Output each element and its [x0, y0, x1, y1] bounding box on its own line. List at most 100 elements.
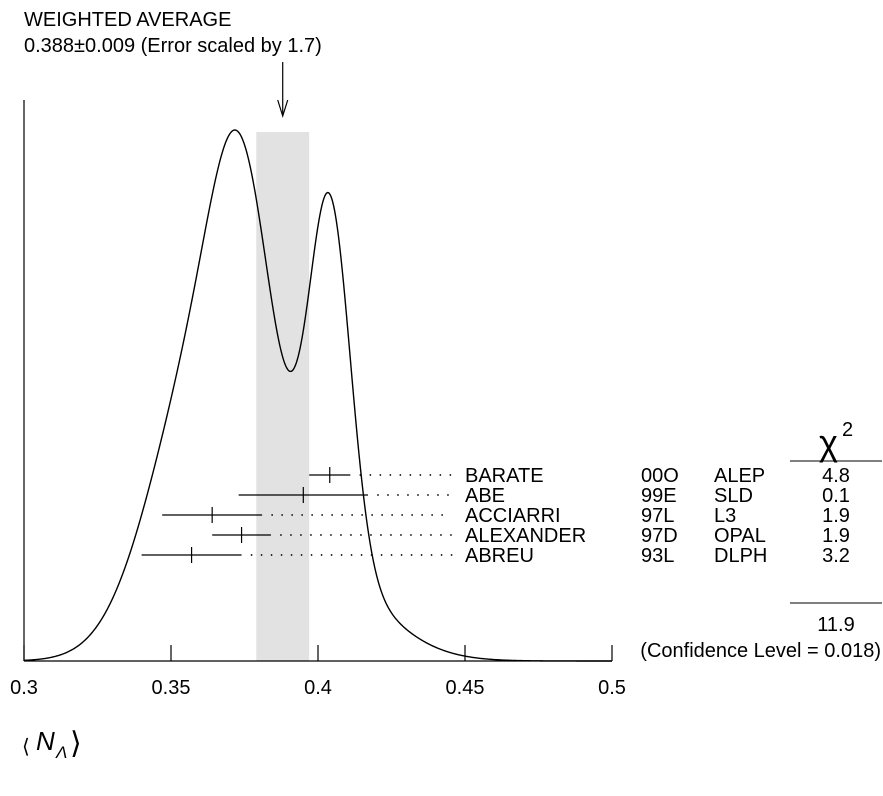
leader-dot [447, 494, 449, 496]
measurement-row: ABE 99E SLD 0.1 [238, 485, 850, 507]
leader-dot [320, 534, 322, 536]
chi2-header: χ [819, 422, 838, 463]
leader-dot [399, 474, 402, 476]
leader-dot [300, 534, 302, 536]
leader-dot [369, 474, 372, 476]
leader-dot [360, 554, 363, 556]
leader-dot [300, 554, 303, 556]
x-tick-label: 0.45 [446, 677, 485, 699]
measurement-year: 93L [641, 545, 674, 567]
measurement-year: 97L [641, 505, 674, 527]
leader-dot [387, 494, 389, 496]
leader-dot [371, 514, 374, 516]
leader-dot [390, 554, 393, 556]
leader-dot [410, 534, 412, 536]
leader-dot [361, 514, 364, 516]
x-ticks: 0.3 0.35 0.4 0.45 0.5 [10, 645, 626, 699]
x-tick-label: 0.3 [10, 677, 38, 699]
leader-dot [340, 534, 342, 536]
chi2-header-sup: 2 [842, 419, 853, 441]
measurement-chi2: 1.9 [822, 525, 850, 547]
leader-dot [301, 514, 304, 516]
leader-dot [440, 534, 442, 536]
measurement-row: ALEXANDER 97D OPAL 1.9 [212, 525, 850, 547]
leader-dot [440, 554, 443, 556]
leader-dot [411, 514, 414, 516]
leader-dot [350, 534, 352, 536]
leader-dot [370, 534, 372, 536]
measurement-year: 97D [641, 525, 678, 547]
measurement-experiment: DLPH [714, 545, 767, 567]
leader-dot [400, 534, 402, 536]
measurement-chi2: 3.2 [822, 545, 850, 567]
x-axis-label-open: ⟨ [22, 736, 30, 758]
leader-dot [441, 514, 444, 516]
measurement-author: ABE [465, 485, 505, 507]
leader-dot [389, 474, 392, 476]
leader-dot [250, 554, 253, 556]
measurement-author: BARATE [465, 465, 544, 487]
leader-dot [330, 554, 333, 556]
leader-dot [281, 514, 284, 516]
measurement-chi2: 1.9 [822, 505, 850, 527]
leader-dot [311, 514, 314, 516]
leader-dot [449, 474, 452, 476]
leader-dot [437, 494, 439, 496]
leader-dot [260, 554, 263, 556]
measurement-author: ACCIARRI [465, 505, 561, 527]
measurement-experiment: L3 [714, 505, 736, 527]
leader-dot [381, 514, 384, 516]
measurement-row: ACCIARRI 97L L3 1.9 [162, 505, 850, 527]
x-tick-label: 0.35 [152, 677, 191, 699]
leader-dot [431, 514, 434, 516]
leader-dot [360, 534, 362, 536]
leader-dot [280, 554, 283, 556]
x-tick-label: 0.5 [598, 677, 626, 699]
leader-dot [397, 494, 399, 496]
measurements: BARATE 00O ALEP 4.8 ABE 99E SLD 0.1 ACCIARRI 97L L… [141, 465, 850, 567]
leader-dot [417, 494, 419, 496]
measurement-year: 00O [641, 465, 679, 487]
chi2-total: 11.9 [817, 614, 854, 636]
ideogram-curve [23, 129, 612, 662]
leader-dot [430, 534, 432, 536]
leader-dot [320, 554, 323, 556]
measurement-experiment: OPAL [714, 525, 766, 547]
weighted-average-arrow-icon [277, 62, 289, 119]
chart-subtitle: 0.388±0.009 (Error scaled by 1.7) [24, 35, 322, 57]
x-axis-label-main: N [36, 726, 55, 756]
leader-dot [271, 514, 274, 516]
leader-dot [420, 554, 423, 556]
leader-dot [427, 494, 429, 496]
x-axis-label: ⟨ N Λ ⟩ [22, 726, 82, 762]
measurement-row: BARATE 00O ALEP 4.8 [309, 465, 850, 487]
measurement-author: ALEXANDER [465, 525, 586, 547]
measurement-chi2: 0.1 [822, 485, 850, 507]
leader-dot [390, 534, 392, 536]
measurement-chi2: 4.8 [822, 465, 850, 487]
leader-dot [370, 554, 373, 556]
leader-dot [430, 554, 433, 556]
leader-dot [401, 514, 404, 516]
leader-dot [410, 554, 413, 556]
leader-dot [420, 534, 422, 536]
leader-dot [377, 494, 379, 496]
leader-dot [429, 474, 432, 476]
leader-dot [419, 474, 422, 476]
leader-dot [280, 534, 282, 536]
leader-dot [330, 534, 332, 536]
x-axis-label-sub: Λ [55, 743, 67, 762]
leader-dot [391, 514, 394, 516]
leader-dot [407, 494, 409, 496]
measurement-author: ABREU [465, 545, 534, 567]
leader-dot [450, 554, 453, 556]
leader-dot [409, 474, 412, 476]
leader-dot [421, 514, 424, 516]
confidence-level: (Confidence Level = 0.018) [640, 640, 881, 662]
leader-dot [340, 554, 343, 556]
leader-dot [350, 554, 353, 556]
leader-dot [290, 534, 292, 536]
leader-dot [400, 554, 403, 556]
chart-title: WEIGHTED AVERAGE [24, 9, 231, 31]
